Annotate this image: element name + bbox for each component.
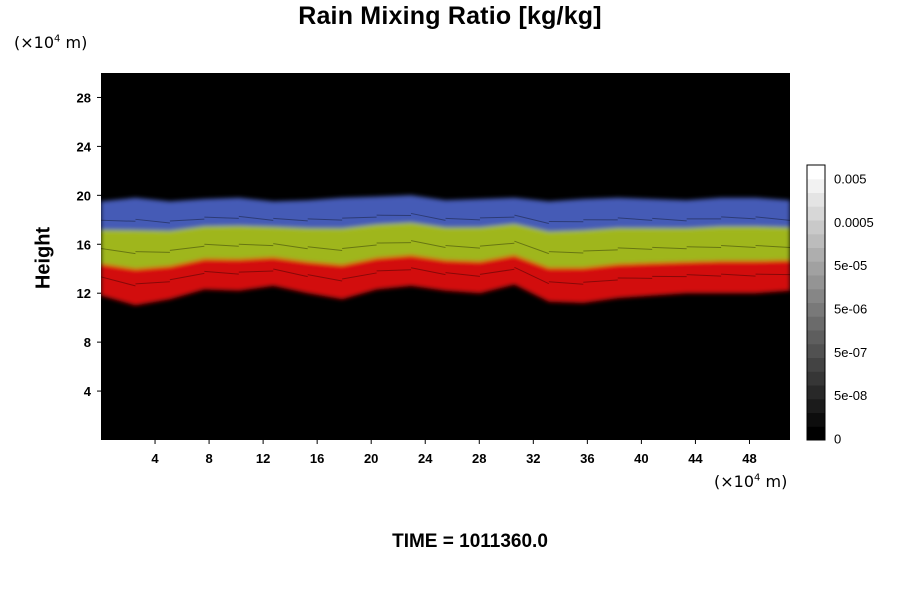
colorbar-level xyxy=(807,302,825,317)
colorbar-level xyxy=(807,178,825,193)
colorbar-level xyxy=(807,275,825,290)
y-tick-label: 16 xyxy=(77,237,91,252)
colorbar-frame xyxy=(806,164,826,441)
x-axis-unit: (×104 m) xyxy=(714,472,788,491)
colorbar-level xyxy=(807,247,825,262)
colorbar-level xyxy=(807,426,825,441)
colorbar-level xyxy=(807,343,825,358)
colorbar-level xyxy=(807,233,825,248)
colorbar-level xyxy=(807,261,825,276)
x-tick-label: 4 xyxy=(151,451,159,466)
y-tick-label: 20 xyxy=(77,188,91,203)
x-tick-label: 32 xyxy=(526,451,540,466)
x-tick-label: 12 xyxy=(256,451,270,466)
colorbar-level xyxy=(807,206,825,221)
layer-texture xyxy=(101,212,790,287)
colorbar-label: 5e-06 xyxy=(834,302,867,317)
x-tick-label: 16 xyxy=(310,451,324,466)
x-tick-label: 24 xyxy=(418,451,433,466)
colorbar-level xyxy=(807,330,825,345)
colorbar-level xyxy=(807,398,825,413)
y-tick-label: 4 xyxy=(84,384,92,399)
x-tick-label: 44 xyxy=(688,451,703,466)
x-tick-label: 48 xyxy=(742,451,756,466)
lower-layer xyxy=(101,255,790,306)
y-tick-label: 8 xyxy=(84,335,91,350)
chart-title: Rain Mixing Ratio [kg/kg] xyxy=(298,2,602,30)
x-tick-label: 20 xyxy=(364,451,378,466)
x-tick-label: 40 xyxy=(634,451,648,466)
y-axis-unit: (×104 m) xyxy=(14,33,88,52)
x-tick-label: 28 xyxy=(472,451,486,466)
time-label: TIME = 1011360.0 xyxy=(392,531,548,552)
colorbar-label: 5e-05 xyxy=(834,258,867,273)
x-tick-label: 8 xyxy=(205,451,212,466)
rain-layers xyxy=(101,195,790,306)
colorbar-level xyxy=(807,220,825,235)
colorbar-label: 0.0005 xyxy=(834,215,874,230)
colorbar-level xyxy=(807,316,825,331)
colorbar-level xyxy=(807,371,825,386)
colorbar-label: 0.005 xyxy=(834,172,867,187)
colorbar-label: 5e-08 xyxy=(834,388,867,403)
colorbar-level xyxy=(807,357,825,372)
upper-layer xyxy=(101,195,790,236)
colorbar-level xyxy=(807,165,825,180)
y-tick-label: 24 xyxy=(77,139,92,154)
colorbar-level xyxy=(807,288,825,303)
colorbar-level xyxy=(807,385,825,400)
colorbar-level xyxy=(807,192,825,207)
y-tick-label: 28 xyxy=(77,90,91,105)
y-tick-label: 12 xyxy=(77,286,91,301)
colorbar-label: 0 xyxy=(834,432,841,447)
x-tick-label: 36 xyxy=(580,451,594,466)
colorbar-label: 5e-07 xyxy=(834,345,867,360)
colorbar-level xyxy=(807,412,825,427)
